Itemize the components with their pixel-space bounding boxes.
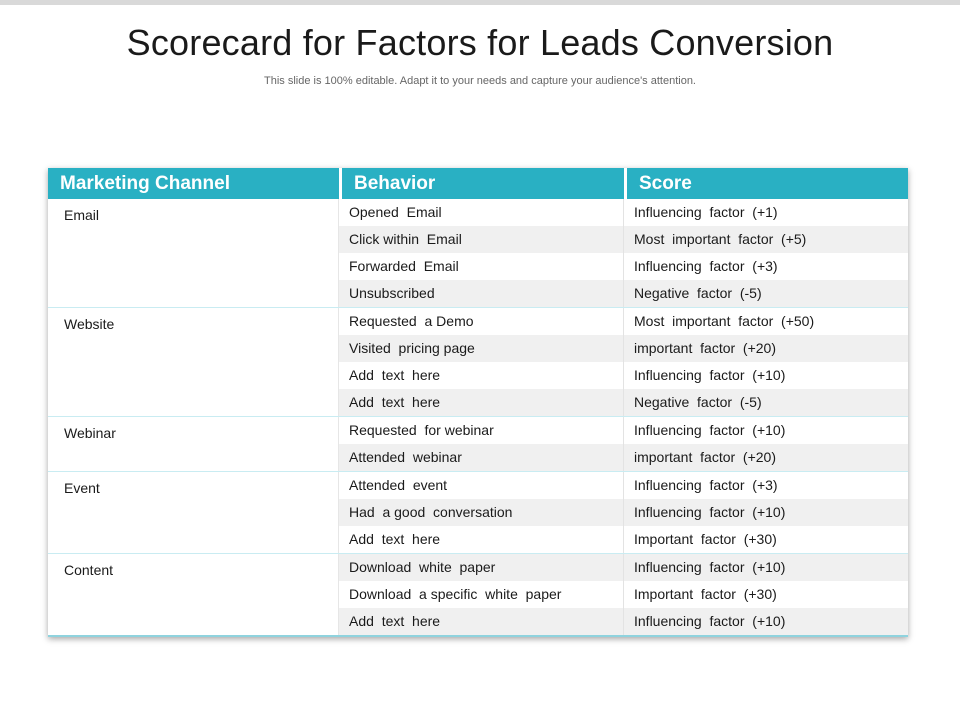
behavior-cell: Download white paper [339, 554, 624, 581]
channel-cell: Webinar [48, 417, 339, 471]
table-row: Attended webinar important factor (+20) [339, 444, 908, 471]
table-row: Forwarded Email Influencing factor (+3) [339, 253, 908, 280]
table-row: Requested a Demo Most important factor (+… [339, 308, 908, 335]
top-border [0, 0, 960, 5]
score-cell: important factor (+20) [634, 449, 777, 465]
behavior-cell: Attended webinar [339, 444, 624, 471]
behavior-cell: Visited pricing page [339, 335, 624, 362]
channel-cell: Email [48, 199, 339, 307]
behavior-cell: Had a good conversation [339, 499, 624, 526]
header-marketing-channel: Marketing Channel [60, 173, 230, 194]
score-cell: Most important factor (+50) [634, 313, 815, 329]
table-row: Click within Email Most important factor … [339, 226, 908, 253]
table-row: Visited pricing page important factor (+2… [339, 335, 908, 362]
score-cell: Influencing factor (+3) [634, 258, 778, 274]
table-row: Requested for webinar Influencing factor … [339, 417, 908, 444]
score-cell: important factor (+20) [634, 340, 777, 356]
behavior-cell: Add text here [339, 389, 624, 416]
score-cell: Important factor (+30) [634, 586, 777, 602]
behavior-cell: Opened Email [339, 199, 624, 226]
channel-cell: Website [48, 308, 339, 416]
table-row: Add text here Influencing factor (+10) [339, 608, 908, 635]
table-row: Had a good conversation Influencing facto… [339, 499, 908, 526]
behavior-cell: Add text here [339, 362, 624, 389]
behavior-cell: Requested a Demo [339, 308, 624, 335]
table-row: Attended event Influencing factor (+3) [339, 472, 908, 499]
channel-cell: Event [48, 472, 339, 553]
score-cell: Influencing factor (+10) [634, 559, 786, 575]
score-cell: Influencing factor (+1) [634, 204, 778, 220]
table-row: Add text here Influencing factor (+10) [339, 362, 908, 389]
score-cell: Influencing factor (+10) [634, 367, 786, 383]
channel-group: Event Attended event Influencing factor (+… [48, 472, 908, 554]
behavior-cell: Forwarded Email [339, 253, 624, 280]
table-header: Marketing Channel Behavior Score [48, 168, 908, 199]
header-score: Score [624, 168, 908, 199]
behavior-cell: Requested for webinar [339, 417, 624, 444]
channel-cell: Content [48, 554, 339, 635]
table-row: Opened Email Influencing factor (+1) [339, 199, 908, 226]
behavior-cell: Download a specific white paper [339, 581, 624, 608]
score-cell: Important factor (+30) [634, 531, 777, 547]
header-behavior: Behavior [339, 168, 624, 199]
score-cell: Negative factor (-5) [634, 394, 762, 410]
behavior-cell: Add text here [339, 608, 624, 635]
score-cell: Most important factor (+5) [634, 231, 807, 247]
table-row: Add text here Important factor (+30) [339, 526, 908, 553]
score-cell: Influencing factor (+10) [634, 613, 786, 629]
table-row: Unsubscribed Negative factor (-5) [339, 280, 908, 307]
score-cell: Negative factor (-5) [634, 285, 762, 301]
score-cell: Influencing factor (+3) [634, 477, 778, 493]
behavior-cell: Unsubscribed [339, 280, 624, 307]
channel-group: Webinar Requested for webinar Influencing … [48, 417, 908, 472]
channel-group: Content Download white paper Influencing f… [48, 554, 908, 637]
table-row: Add text here Negative factor (-5) [339, 389, 908, 416]
behavior-cell: Click within Email [339, 226, 624, 253]
channel-group: Website Requested a Demo Most important fa… [48, 308, 908, 417]
table-body: Email Opened Email Influencing factor (+1)… [48, 199, 908, 637]
scorecard-table: Marketing Channel Behavior Score Email Op… [48, 168, 908, 637]
behavior-cell: Attended event [339, 472, 624, 499]
score-cell: Influencing factor (+10) [634, 504, 786, 520]
table-row: Download a specific white paper Important… [339, 581, 908, 608]
table-row: Download white paper Influencing factor (… [339, 554, 908, 581]
channel-group: Email Opened Email Influencing factor (+1)… [48, 199, 908, 308]
score-cell: Influencing factor (+10) [634, 422, 786, 438]
slide-subtitle: This slide is 100% editable. Adapt it to… [264, 75, 696, 87]
slide-title: Scorecard for Factors for Leads Conversi… [126, 22, 834, 63]
behavior-cell: Add text here [339, 526, 624, 553]
